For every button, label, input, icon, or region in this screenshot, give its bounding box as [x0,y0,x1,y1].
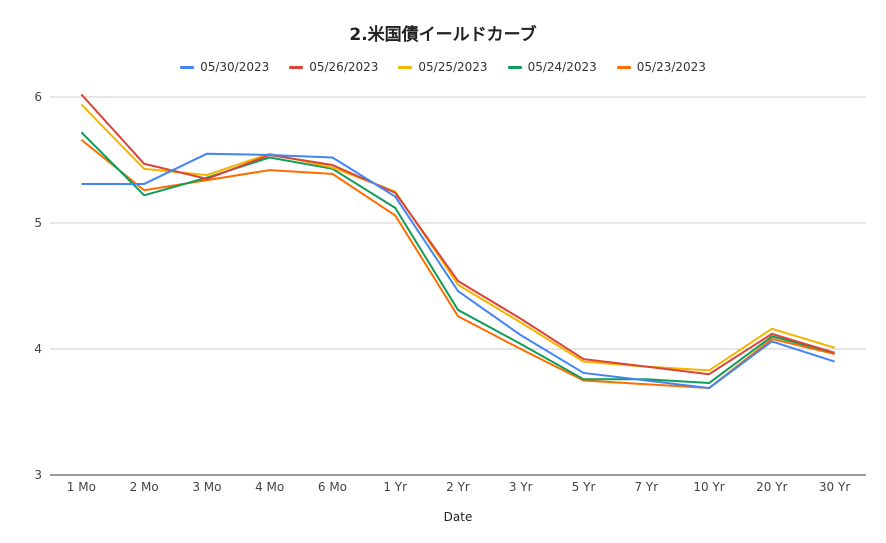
legend-item: 05/24/2023 [507,60,597,74]
x-tick-label: 3 Mo [192,480,221,494]
y-tick-label: 6 [34,90,42,104]
legend-label: 05/30/2023 [200,60,270,74]
legend-swatch [180,65,195,69]
x-tick-label: 4 Mo [255,480,284,494]
chart-legend: 05/30/2023 05/26/2023 05/25/2023 05/24/2023… [0,60,886,74]
x-tick-label: 5 Yr [572,480,596,494]
x-tick-label: 6 Mo [318,480,347,494]
legend-swatch [616,65,631,69]
y-tick-label: 3 [34,468,42,482]
grid-lines [50,96,866,476]
legend-item: 05/25/2023 [398,60,488,74]
x-axis-ticks: 1 Mo 2 Mo 3 Mo 4 Mo 6 Mo 1 Yr 2 Yr 3 Yr 5 Yr 7 Yr… [67,480,851,494]
legend-swatch [507,65,522,69]
series-line [80,131,835,385]
x-tick-label: 3 Yr [509,480,533,494]
x-tick-label: 20 Yr [756,480,787,494]
x-tick-label: 2 Yr [446,480,470,494]
x-tick-label: 2 Mo [130,480,159,494]
x-tick-label: 1 Mo [67,480,96,494]
legend-swatch [289,65,304,69]
legend-item: 05/23/2023 [616,60,706,74]
legend-swatch [398,65,413,69]
chart-title: 2.米国債イールドカーブ [349,25,537,45]
x-tick-label: 1 Yr [383,480,407,494]
x-tick-label: 10 Yr [693,480,724,494]
series-line [81,152,835,390]
x-tick-label: 7 Yr [634,480,658,494]
legend-label: 05/23/2023 [636,60,706,74]
legend-item: 05/26/2023 [289,60,378,74]
series-lines [80,93,835,390]
series-line [80,103,835,372]
legend-label: 05/24/2023 [527,60,597,74]
x-axis-label: Date [444,510,473,524]
y-tick-label: 5 [34,216,42,230]
legend-label: 05/26/2023 [309,60,379,74]
legend-item: 05/30/2023 [180,60,269,74]
x-tick-label: 30 Yr [819,480,850,494]
y-axis-ticks: 3 4 5 6 [34,90,42,482]
y-tick-label: 4 [34,342,42,356]
series-line [80,93,835,376]
legend-label: 05/25/2023 [418,60,488,74]
series-line [80,139,835,390]
